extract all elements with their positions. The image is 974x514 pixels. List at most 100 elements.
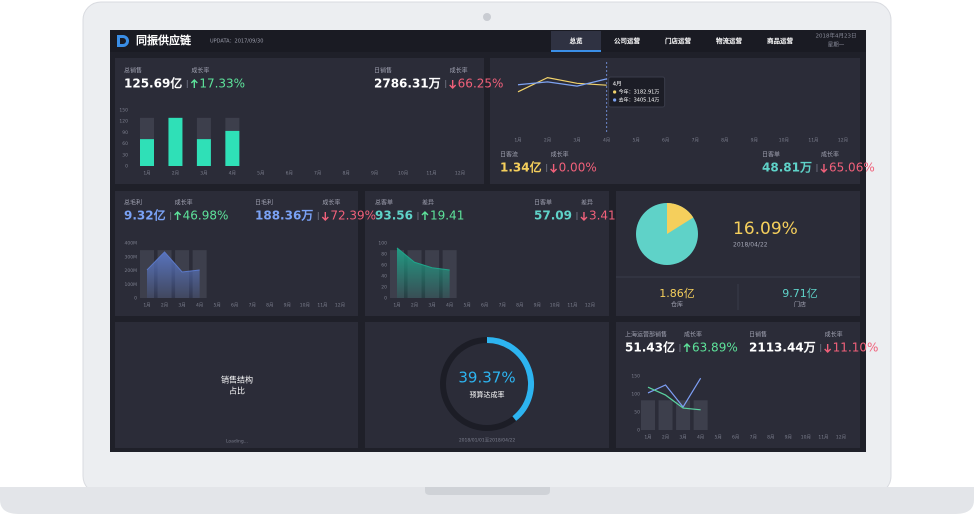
background-bar (693, 400, 708, 430)
trend-arrow (820, 164, 828, 173)
y-tick-label: 150 (119, 108, 128, 114)
y-tick-label: 40 (381, 274, 387, 280)
x-tick-label: 10月 (300, 303, 310, 309)
gauge-label: 预算达成率 (470, 390, 505, 399)
x-tick-label: 8月 (767, 435, 774, 441)
x-tick-label: 12月 (836, 435, 846, 441)
growth-value: 19.41 (430, 209, 464, 223)
growth-value: 66.25% (458, 77, 504, 91)
x-tick-label: 4月 (697, 435, 704, 441)
metric-value: 93.56 (375, 209, 413, 223)
x-tick-label: 5月 (257, 171, 264, 177)
line (647, 377, 702, 409)
x-tick-label: 8月 (266, 303, 273, 309)
growth-label: 成长率 (322, 199, 340, 207)
line (647, 386, 701, 411)
header-date: 2018年4月23日 (816, 32, 857, 40)
x-tick-label: 10月 (550, 303, 560, 309)
x-tick-label: 1月 (514, 138, 521, 144)
y-tick-label: 50 (634, 410, 640, 416)
area (147, 251, 200, 298)
x-tick-label: 1月 (644, 435, 651, 441)
x-tick-label: 11月 (567, 303, 577, 309)
pie-value-label: 16.09% (733, 219, 798, 239)
header-bar (110, 30, 866, 52)
y-tick-label: 90 (122, 130, 128, 136)
x-tick-label: 4月 (196, 303, 203, 309)
trend-arrow (190, 79, 198, 88)
x-tick-label: 12月 (455, 171, 465, 177)
logo-text: 同振供应链 (136, 33, 192, 47)
x-tick-label: 7月 (750, 435, 757, 441)
header-weekday: 星期一 (828, 42, 845, 49)
metric-label: 总客单 (375, 199, 393, 207)
y-tick-label: 300M (125, 254, 138, 260)
y-tick-label: 0 (637, 428, 640, 434)
x-tick-label: 11月 (818, 435, 828, 441)
x-tick-label: 4月 (603, 138, 610, 144)
x-tick-label: 4月 (446, 303, 453, 309)
active-tab-underline (551, 50, 601, 52)
x-tick-label: 6月 (231, 303, 238, 309)
growth-value: 65.06% (829, 161, 875, 175)
y-tick-label: 20 (381, 285, 387, 291)
growth-label: 成长率 (551, 151, 569, 159)
x-tick-label: 7月 (692, 138, 699, 144)
growth-label: 差异 (581, 199, 593, 207)
x-tick-label: 8月 (342, 171, 349, 177)
y-tick-label: 100M (125, 282, 138, 288)
y-tick-label: 30 (122, 152, 128, 158)
metric-label: 日客单 (534, 199, 552, 207)
x-tick-label: 4月 (229, 171, 236, 177)
line (517, 78, 607, 87)
trend-arrow (174, 211, 182, 220)
gauge-period: 2018/01/01至2018/04/22 (459, 438, 516, 444)
x-tick-label: 8月 (516, 303, 523, 309)
x-tick-label: 6月 (662, 138, 669, 144)
x-tick-label: 3月 (200, 171, 207, 177)
y-tick-label: 0 (134, 296, 137, 302)
trend-arrow (550, 164, 558, 173)
y-tick-label: 0 (384, 296, 387, 302)
x-tick-label: 6月 (732, 435, 739, 441)
gauge-value: 39.37% (458, 369, 515, 387)
x-tick-label: 5月 (714, 435, 721, 441)
x-tick-label: 12月 (585, 303, 595, 309)
growth-label: 成长率 (175, 199, 193, 207)
growth-value: 11.10% (833, 341, 879, 355)
metric-label: 日客单 (762, 151, 780, 159)
gauge-arc (486, 337, 534, 421)
background-bar (676, 400, 691, 430)
x-tick-label: 10月 (779, 138, 789, 144)
metric-value: 1.34亿 (500, 160, 542, 175)
metric-label: 日销售 (749, 331, 767, 339)
growth-value: 72.39% (330, 209, 376, 223)
logo-icon (117, 35, 129, 47)
growth-value: 63.89% (692, 341, 738, 355)
trend-arrow (449, 80, 457, 89)
stat-value: 9.71亿 (782, 287, 818, 300)
metric-label: 日毛利 (255, 199, 273, 207)
tab: 公司运营 (614, 36, 641, 45)
x-tick-label: 2月 (411, 303, 418, 309)
panel (616, 322, 860, 448)
stat-value: 1.86亿 (659, 287, 695, 300)
growth-label: 成长率 (191, 67, 209, 75)
y-tick-label: 60 (381, 263, 387, 269)
x-tick-label: 6月 (481, 303, 488, 309)
x-tick-label: 2月 (172, 171, 179, 177)
tooltip-title: 4月 (613, 81, 622, 88)
stat-label: 仓库 (671, 301, 683, 309)
growth-value: 0.00% (559, 161, 597, 175)
area (397, 247, 450, 298)
growth-label: 成长率 (825, 331, 843, 339)
camera (483, 13, 491, 21)
tooltip-dot (613, 98, 617, 102)
x-tick-label: 3月 (679, 435, 686, 441)
metric-value: 48.81万 (762, 161, 812, 175)
metric-label: 总毛利 (124, 199, 142, 207)
y-tick-label: 200M (125, 268, 138, 274)
x-tick-label: 2月 (544, 138, 551, 144)
x-tick-label: 3月 (428, 303, 435, 309)
